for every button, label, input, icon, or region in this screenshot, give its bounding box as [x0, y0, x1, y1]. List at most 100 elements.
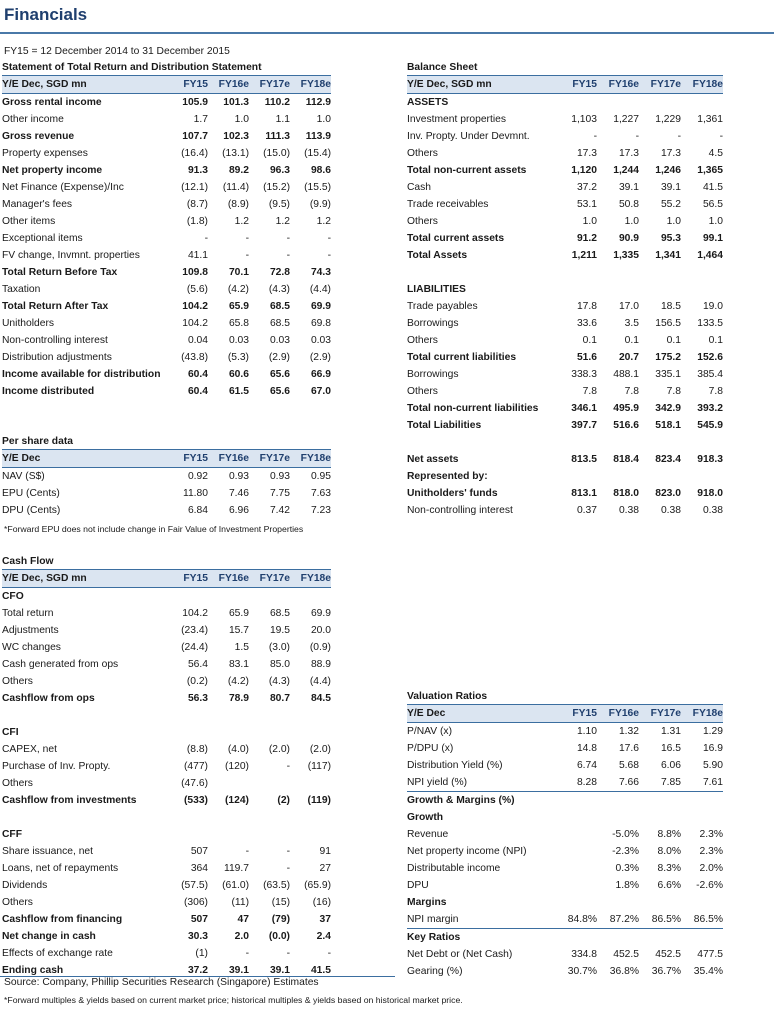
cell-value: [597, 809, 639, 826]
row-label: Net Finance (Expense)/Inc: [2, 182, 124, 193]
cell-value: (15.0): [263, 148, 290, 159]
cell-value: [208, 588, 249, 606]
cell-value: [681, 894, 723, 911]
table-header-row: Y/E Dec, SGD mn FY15 FY16e FY17e FY18e: [2, 75, 331, 94]
row-ending-cash: Ending cash 37.2 39.1 39.1 41.5: [2, 962, 331, 979]
cell-value: [681, 94, 723, 112]
cell-value: 68.5: [269, 608, 290, 619]
row-borrowings: Borrowings 33.6 3.5 156.5 133.5: [407, 315, 723, 332]
row-label: Total current assets: [407, 233, 505, 244]
cell-value: -: [245, 250, 249, 261]
cash-flow-title: Cash Flow: [2, 556, 54, 567]
cell-value: 7.75: [269, 488, 290, 499]
cell-value: 7.61: [702, 777, 723, 788]
row-label: EPU (Cents): [2, 488, 60, 499]
cell-value: (9.9): [309, 199, 331, 210]
cell-value: 96.3: [269, 165, 290, 176]
cell-value: 1.10: [576, 726, 597, 737]
row-p-nav-x: P/NAV (x) 1.10 1.32 1.31 1.29: [407, 723, 723, 741]
row-distribution-yield: Distribution Yield (%) 6.74 5.68 6.06 5.90: [407, 757, 723, 774]
cell-value: [167, 826, 208, 843]
cell-value: (9.5): [268, 199, 290, 210]
cell-value: 87.2%: [609, 914, 639, 925]
cell-value: 1,120: [571, 165, 597, 176]
row-label: Share issuance, net: [2, 846, 94, 857]
cell-value: 518.1: [655, 420, 681, 431]
cell-value: 452.5: [655, 949, 681, 960]
column-header: FY15: [167, 449, 208, 468]
cell-value: 98.6: [310, 165, 331, 176]
cell-value: 133.5: [697, 318, 723, 329]
row-label: Other income: [2, 114, 64, 125]
cell-value: 0.38: [702, 505, 723, 516]
row-cashflow-from-investments: Cashflow from investments (533) (124) (2) (1…: [2, 792, 331, 809]
cell-value: 50.8: [618, 199, 639, 210]
cell-value: 36.8%: [609, 966, 639, 977]
row-label: Dividends: [2, 880, 48, 891]
cell-value: 66.9: [310, 369, 331, 380]
cell-value: 3.5: [624, 318, 639, 329]
per-share-section: Per share data Y/E Dec FY15 FY16e FY17e FY18…: [2, 435, 331, 519]
cell-value: [555, 928, 597, 946]
cell-value: (15.5): [304, 182, 331, 193]
cell-value: 17.3: [576, 148, 597, 159]
row-label: NPI margin: [407, 914, 459, 925]
cell-value: 5.68: [618, 760, 639, 771]
cell-value: 72.8: [269, 267, 290, 278]
cell-value: [290, 707, 331, 724]
cell-value: 1.0: [624, 216, 639, 227]
cell-value: [555, 281, 597, 298]
cell-value: 1.2: [316, 216, 331, 227]
row-trade-payables: Trade payables 17.8 17.0 18.5 19.0: [407, 298, 723, 315]
row-label: Loans, net of repayments: [2, 863, 119, 874]
cell-value: 16.5: [660, 743, 681, 754]
row-label: Inv. Propty. Under Devmnt.: [407, 131, 530, 142]
cell-value: 68.5: [269, 301, 290, 312]
cell-value: (4.3): [268, 676, 290, 687]
row-total-return-after-tax: Total Return After Tax 104.2 65.9 68.5 69.9: [2, 298, 331, 315]
cell-value: 91.3: [187, 165, 208, 176]
cell-value: 119.7: [223, 863, 249, 874]
row-label: DPU: [407, 880, 429, 891]
cell-value: 2.0: [234, 931, 249, 942]
row-label: Others: [407, 148, 438, 159]
cell-value: [597, 894, 639, 911]
cell-value: -2.3%: [612, 846, 639, 857]
balance-sheet-title: Balance Sheet: [407, 62, 478, 73]
row-gross-rental-income: Gross rental income 105.9 101.3 110.2 112.9: [2, 94, 331, 112]
cell-value: (119): [307, 795, 331, 806]
cell-value: [597, 928, 639, 946]
row-borrowings: Borrowings 338.3 488.1 335.1 385.4: [407, 366, 723, 383]
cell-value: 7.66: [618, 777, 639, 788]
row-property-expenses: Property expenses (16.4) (13.1) (15.0) (15.4…: [2, 145, 331, 162]
cell-value: [597, 468, 639, 485]
row-label: Trade receivables: [407, 199, 489, 210]
row-liabilities: LIABILITIES: [407, 281, 723, 298]
row-others: Others 7.8 7.8 7.8 7.8: [407, 383, 723, 400]
row-label: Others: [407, 216, 438, 227]
cell-value: (2.0): [309, 744, 331, 755]
row-others: Others (0.2) (4.2) (4.3) (4.4): [2, 673, 331, 690]
cell-value: (11): [231, 897, 249, 908]
cell-value: 516.6: [613, 420, 639, 431]
cell-value: 1.0: [708, 216, 723, 227]
cell-value: (2.9): [268, 352, 290, 363]
cell-value: 0.93: [269, 471, 290, 482]
cell-value: 1.2: [275, 216, 290, 227]
row-cashflow-from-ops: Cashflow from ops 56.3 78.9 80.7 84.5: [2, 690, 331, 707]
cell-value: [249, 826, 290, 843]
column-header: FY15: [555, 75, 597, 94]
row-blank: [2, 707, 331, 724]
row-npi-margin: NPI margin 84.8% 87.2% 86.5% 86.5%: [407, 911, 723, 929]
row-label: [407, 434, 555, 451]
cell-value: 1.0: [316, 114, 331, 125]
column-header: FY17e: [639, 75, 681, 94]
column-header: FY15: [167, 75, 208, 94]
cell-value: (306): [183, 897, 208, 908]
cell-value: [249, 809, 290, 826]
cell-value: [639, 809, 681, 826]
cell-value: [681, 468, 723, 485]
cell-value: 18.5: [660, 301, 681, 312]
cell-value: 823.0: [655, 488, 681, 499]
column-header: FY16e: [597, 704, 639, 723]
